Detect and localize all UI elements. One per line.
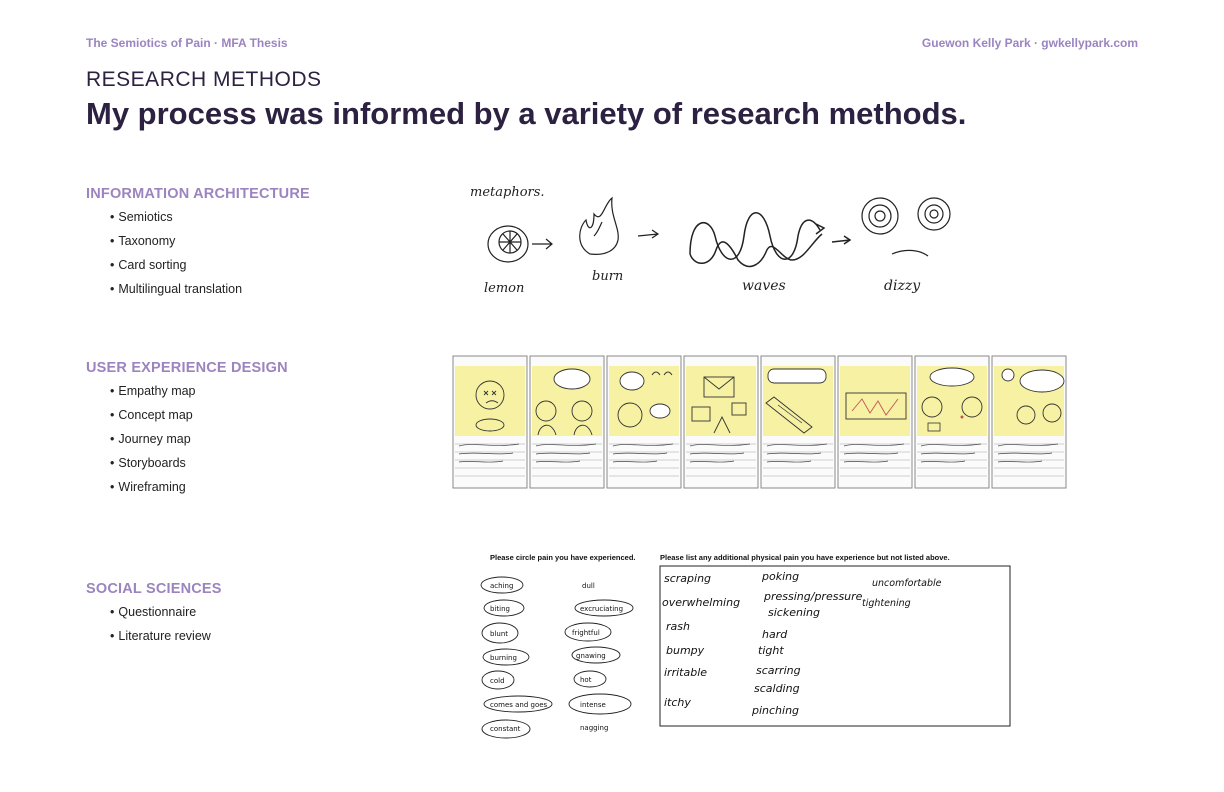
svg-text:comes and goes: comes and goes bbox=[490, 701, 548, 709]
pain-option-circled: blunt bbox=[481, 622, 519, 644]
response-word: pressing/pressure bbox=[763, 590, 863, 603]
lemon-sketch-icon bbox=[487, 225, 553, 263]
sketch-label-lemon: lemon bbox=[484, 281, 524, 296]
section-label: RESEARCH METHODS bbox=[86, 68, 322, 91]
pain-option-circled: constant bbox=[481, 719, 531, 739]
method-list: Questionnaire Literature review bbox=[86, 604, 222, 652]
category-title: SOCIAL SCIENCES bbox=[86, 581, 222, 597]
response-word: tightening bbox=[862, 598, 911, 609]
pain-option-circled: gnawing bbox=[571, 646, 621, 664]
method-list: Semiotics Taxonomy Card sorting Multilin… bbox=[86, 209, 310, 305]
storyboard-panel bbox=[683, 355, 759, 489]
response-word: uncomfortable bbox=[872, 578, 942, 589]
sketch-label-waves: waves bbox=[742, 278, 786, 294]
method-item: Journey map bbox=[110, 431, 288, 455]
questionnaire-list-prompt: Please list any additional physical pain… bbox=[660, 553, 950, 562]
pain-option-circled: intense bbox=[568, 693, 632, 715]
method-item: Multilingual translation bbox=[110, 281, 310, 305]
sketch-label-dizzy: dizzy bbox=[884, 278, 921, 294]
pain-option-circled: comes and goes bbox=[483, 695, 553, 713]
svg-text:constant: constant bbox=[490, 725, 521, 733]
svg-text:biting: biting bbox=[490, 605, 510, 613]
svg-text:aching: aching bbox=[490, 582, 513, 590]
method-item: Literature review bbox=[110, 628, 222, 652]
response-word: hard bbox=[762, 628, 788, 641]
pain-option: dull bbox=[582, 582, 595, 590]
category-title: INFORMATION ARCHITECTURE bbox=[86, 186, 310, 202]
response-word: scalding bbox=[754, 682, 800, 695]
storyboard-panel bbox=[914, 355, 990, 489]
svg-text:cold: cold bbox=[490, 677, 505, 685]
category-social-sciences: SOCIAL SCIENCES Questionnaire Literature… bbox=[86, 581, 222, 652]
response-word: overwhelming bbox=[662, 596, 740, 609]
storyboard-panel bbox=[529, 355, 605, 489]
metaphor-sketch: metaphors. lemon burn waves dizzy bbox=[470, 185, 951, 296]
method-list: Empathy map Concept map Journey map Stor… bbox=[86, 383, 288, 503]
method-item: Questionnaire bbox=[110, 604, 222, 628]
method-item: Card sorting bbox=[110, 257, 310, 281]
response-word: poking bbox=[761, 570, 799, 583]
response-word: itchy bbox=[664, 696, 691, 709]
questionnaire-circle-prompt: Please circle pain you have experienced. bbox=[490, 553, 636, 562]
svg-text:burning: burning bbox=[490, 654, 517, 662]
category-title: USER EXPERIENCE DESIGN bbox=[86, 360, 288, 376]
svg-text:nagging: nagging bbox=[580, 724, 608, 732]
headline: My process was informed by a variety of … bbox=[86, 96, 967, 131]
storyboard-panel bbox=[452, 355, 528, 489]
pain-option-circled: biting bbox=[483, 599, 525, 617]
response-word: scraping bbox=[664, 572, 711, 585]
flame-sketch-icon bbox=[579, 196, 660, 255]
method-item: Concept map bbox=[110, 407, 288, 431]
response-word: sickening bbox=[768, 606, 820, 619]
dizzy-sketch-icon bbox=[861, 197, 951, 257]
response-word: scarring bbox=[756, 664, 801, 677]
svg-text:frightful: frightful bbox=[572, 629, 600, 637]
svg-text:intense: intense bbox=[580, 701, 606, 709]
header-project-title: The Semiotics of Pain · MFA Thesis bbox=[86, 36, 288, 50]
method-item: Storyboards bbox=[110, 455, 288, 479]
category-user-experience-design: USER EXPERIENCE DESIGN Empathy map Conce… bbox=[86, 360, 288, 503]
svg-text:dull: dull bbox=[582, 582, 595, 590]
method-item: Empathy map bbox=[110, 383, 288, 407]
response-word: bumpy bbox=[666, 644, 705, 657]
waves-sketch-icon bbox=[689, 212, 852, 268]
sketch-heading: metaphors. bbox=[470, 185, 545, 200]
storyboard-panel bbox=[991, 355, 1067, 489]
svg-text:gnawing: gnawing bbox=[576, 652, 606, 660]
method-item: Semiotics bbox=[110, 209, 310, 233]
questionnaire-response-box: scraping overwhelming rash bumpy irritab… bbox=[659, 565, 1011, 727]
storyboard-panel bbox=[837, 355, 913, 489]
method-item: Wireframing bbox=[110, 479, 288, 503]
questionnaire-options: aching biting blunt burning cold comes a… bbox=[480, 576, 634, 739]
pain-option-circled: burning bbox=[482, 648, 530, 666]
response-word: tight bbox=[758, 644, 784, 657]
svg-text:blunt: blunt bbox=[490, 630, 508, 638]
storyboard-strip bbox=[452, 355, 1067, 489]
response-word: irritable bbox=[664, 666, 707, 679]
method-item: Taxonomy bbox=[110, 233, 310, 257]
pain-option-circled: aching bbox=[480, 576, 524, 594]
response-word: pinching bbox=[751, 704, 799, 717]
pain-option-circled: hot bbox=[573, 670, 607, 688]
header-author: Guewon Kelly Park · gwkellypark.com bbox=[921, 36, 1138, 50]
response-word: rash bbox=[666, 620, 690, 633]
pain-option-circled: cold bbox=[481, 670, 515, 690]
sketch-label-burn: burn bbox=[592, 269, 623, 284]
storyboard-panel bbox=[760, 355, 836, 489]
svg-text:excruciating: excruciating bbox=[580, 605, 623, 613]
storyboard-panel bbox=[606, 355, 682, 489]
pain-option: nagging bbox=[580, 724, 608, 732]
svg-text:hot: hot bbox=[580, 676, 592, 684]
pain-option-circled: excruciating bbox=[574, 599, 634, 617]
pain-option-circled: frightful bbox=[564, 622, 612, 642]
category-information-architecture: INFORMATION ARCHITECTURE Semiotics Taxon… bbox=[86, 186, 310, 305]
